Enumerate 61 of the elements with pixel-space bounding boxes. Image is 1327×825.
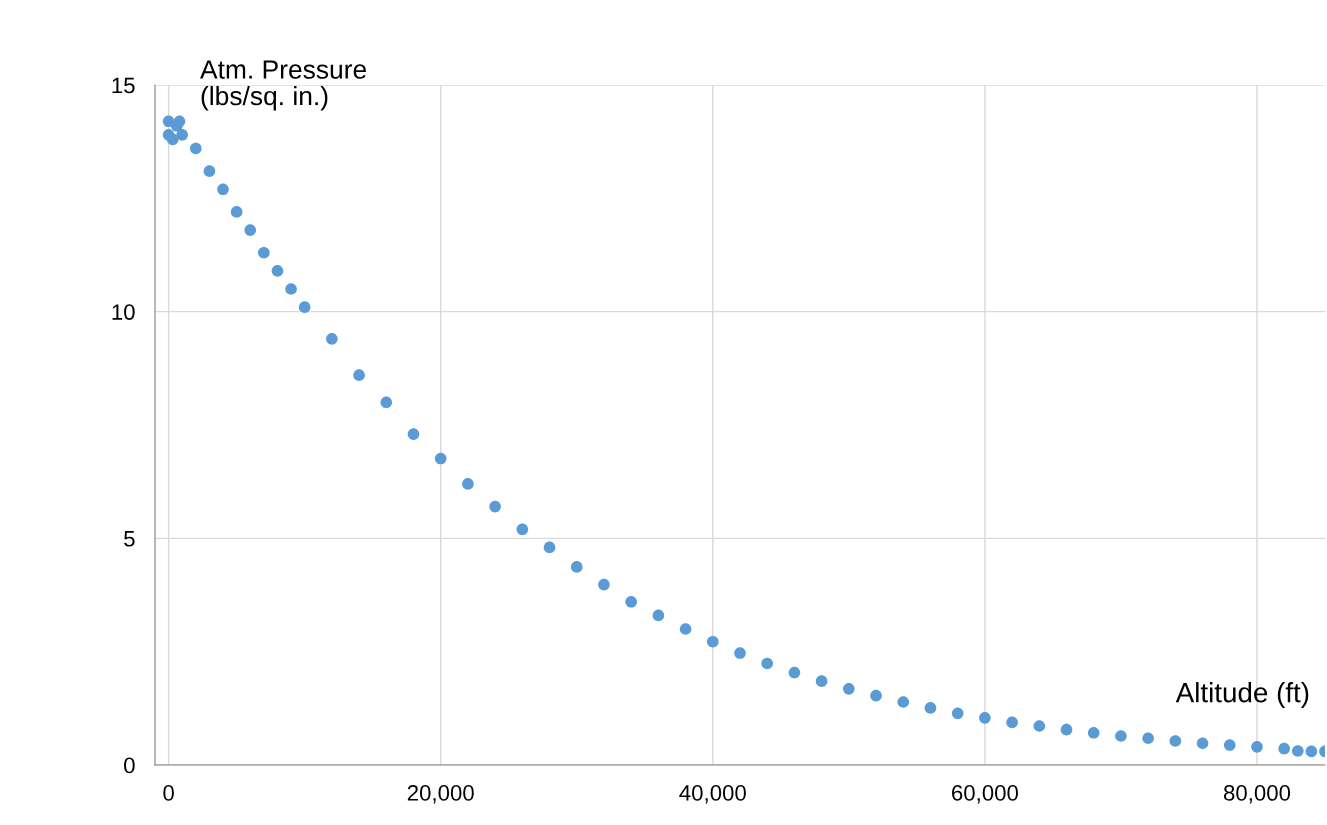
x-tick-label: 60,000 [952,785,1018,804]
point [258,246,270,259]
point [230,206,243,218]
point [1169,735,1182,747]
point [217,183,229,196]
point [897,696,910,708]
point [298,301,311,313]
point [1006,716,1018,729]
point [843,683,855,695]
point [788,666,801,679]
point [244,224,257,236]
point [353,369,365,381]
point [1142,732,1154,745]
x-tick-label: 40,000 [679,785,746,804]
point [1115,730,1127,742]
point [652,609,665,622]
point [598,578,610,591]
point [706,635,719,648]
y-tick-label: 10 [112,304,135,320]
y-axis-title: Atm. Pressure (lbs/sq. in.) [200,60,366,111]
point [166,133,179,146]
point [625,595,637,608]
point [190,142,202,155]
point [285,283,297,295]
point [1291,745,1304,757]
point [1087,727,1100,739]
point [1033,720,1046,732]
point [570,561,583,573]
point [203,165,216,177]
point [979,712,991,724]
point [462,478,474,490]
point [407,428,420,440]
point [734,647,746,659]
x-tick-label: 20,000 [407,785,474,804]
point [1060,723,1073,736]
x-tick-label: 80,000 [1223,785,1291,804]
point [516,523,529,536]
point [380,396,393,409]
point [761,657,774,670]
point [489,500,501,513]
point [1196,737,1209,750]
point [1251,741,1263,753]
point [679,623,692,635]
point [924,702,937,714]
y-tick-label: 15 [112,77,135,94]
point [176,129,189,141]
point [434,452,447,465]
point [870,689,882,702]
point [1278,742,1290,755]
y-tick-label: 5 [124,531,135,547]
point [173,115,186,128]
y-tick-label: 0 [124,757,135,774]
point [543,541,556,554]
x-axis-title: Altitude (ft) [1175,682,1309,708]
point [951,707,964,720]
point [1305,745,1318,758]
x-tick-label: 0 [163,785,174,801]
point [815,675,828,687]
point [326,333,338,345]
point [1223,739,1236,751]
point [271,265,284,277]
